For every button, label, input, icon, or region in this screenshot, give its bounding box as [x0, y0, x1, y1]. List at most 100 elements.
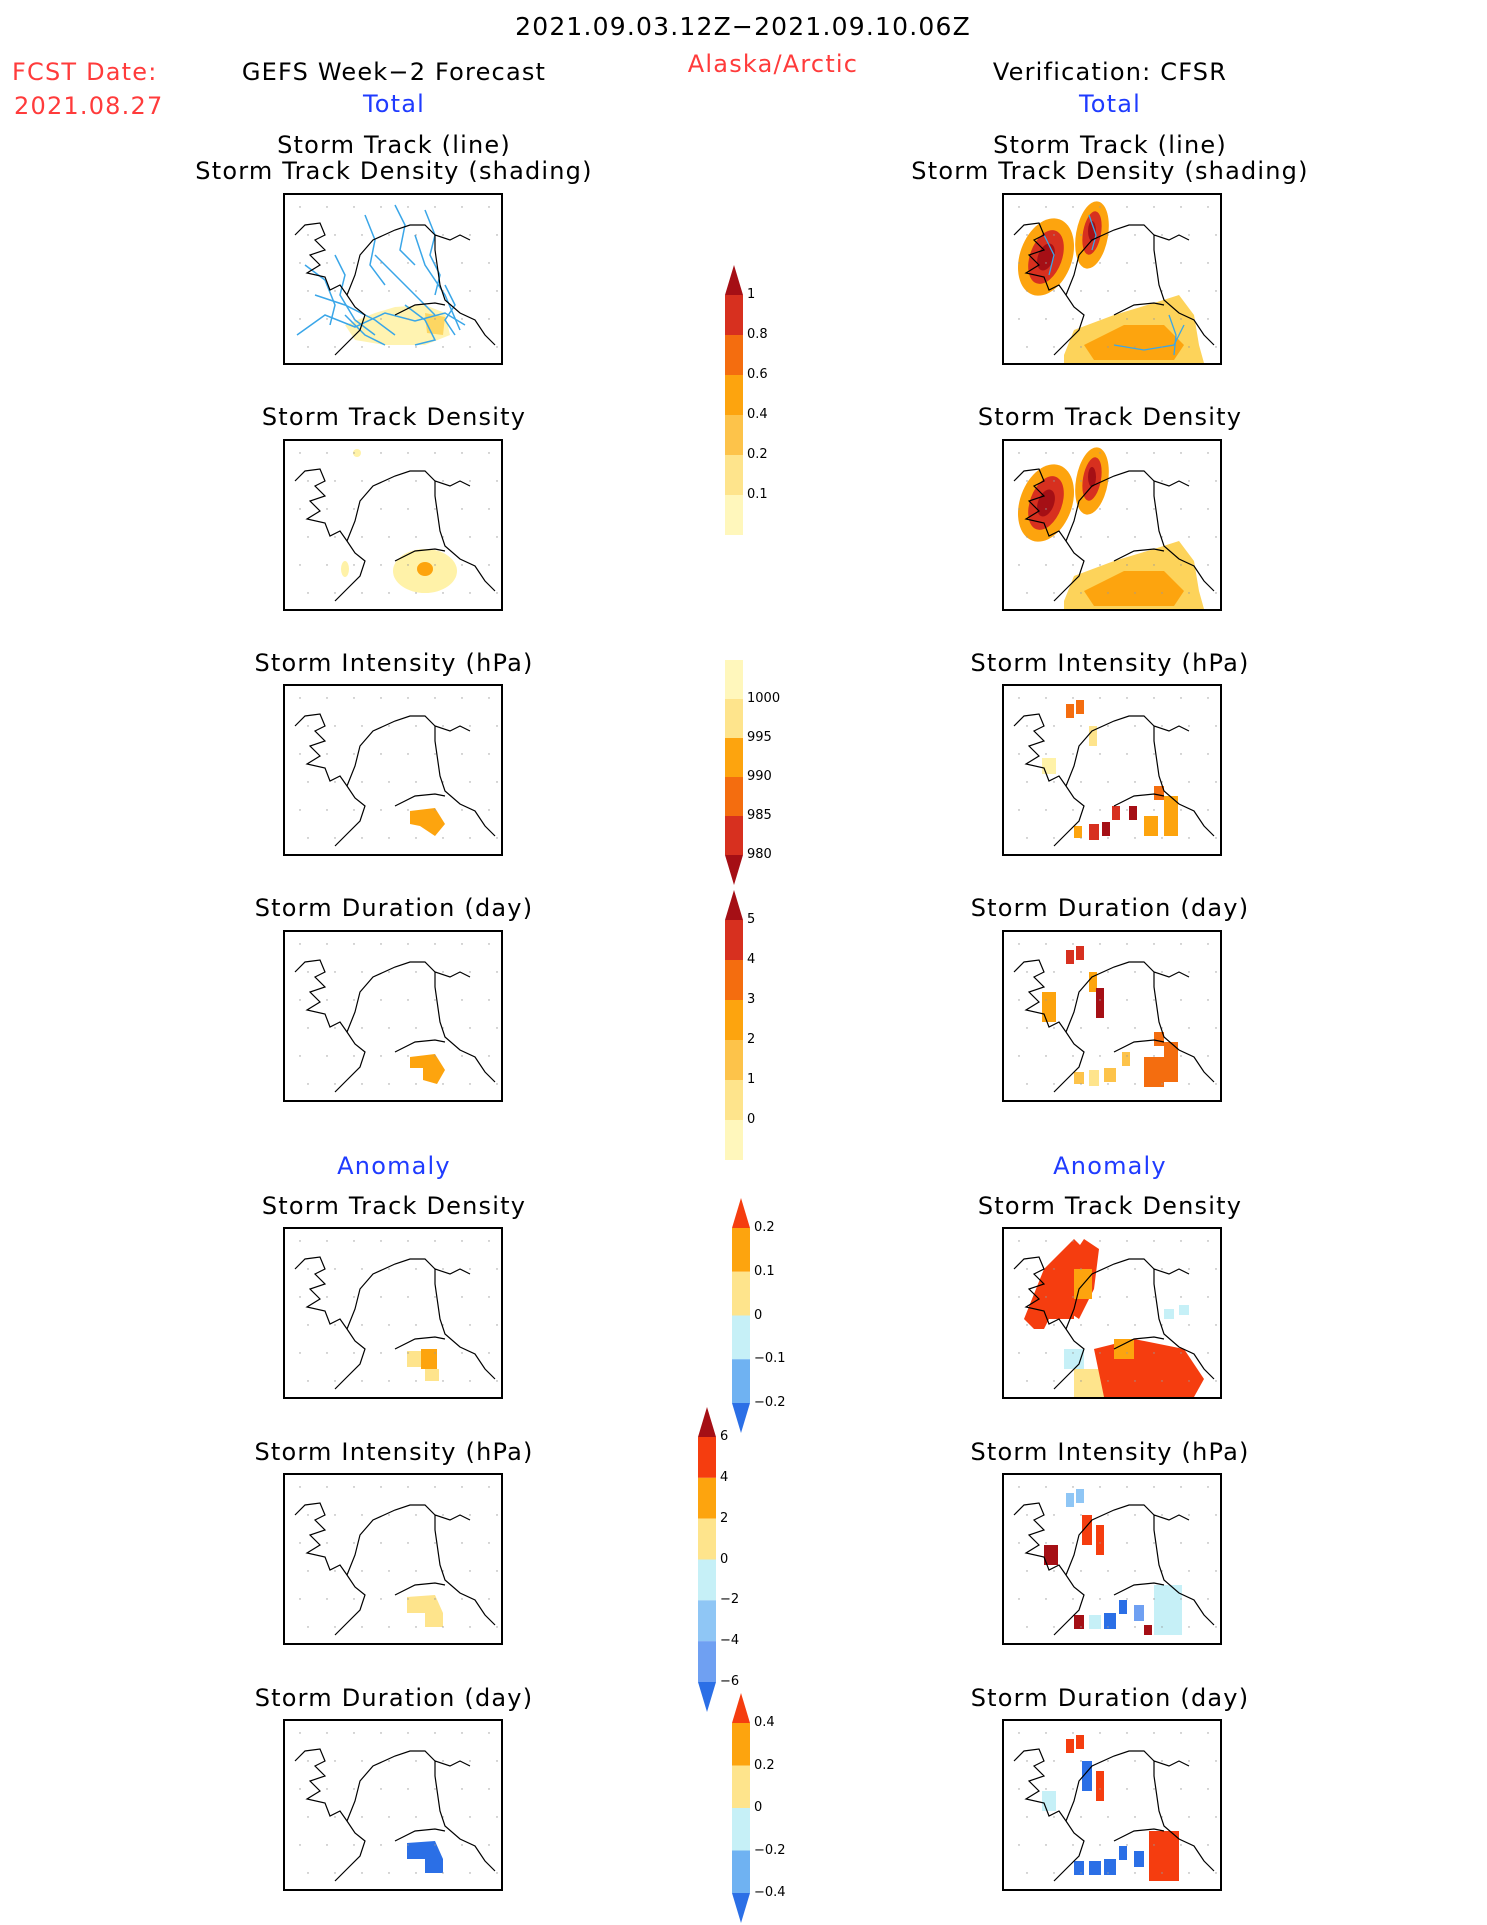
- map-anom-intensity-right: [1002, 1473, 1222, 1645]
- anom-duration-title-right: Storm Duration (day): [970, 1684, 1250, 1712]
- density_total-segment: [725, 415, 743, 455]
- density_anom-segment: [732, 1315, 750, 1360]
- map-anom-duration-left-svg: [294, 1732, 498, 1882]
- duration_total-svg: [725, 890, 743, 1160]
- intensity_anom-tip-top: [698, 1407, 716, 1437]
- density_total-tick-label: 0.1: [747, 487, 768, 502]
- date-range-title: 2021.09.03.12Z−2021.09.10.06Z: [515, 12, 971, 41]
- density_total-tick-label: 0.6: [747, 367, 768, 382]
- track-line-title-left: Storm Track (line): [277, 131, 511, 159]
- intensity_anom-segment: [698, 1600, 716, 1642]
- density_total-segment: [725, 295, 743, 335]
- duration_total-tick-label: 0: [747, 1112, 756, 1127]
- verification-title: Verification: CFSR: [992, 58, 1228, 86]
- map-density-right: [1002, 439, 1222, 611]
- duration_total-tick-label: 2: [747, 1032, 756, 1047]
- duration_total-segment: [725, 1040, 743, 1080]
- intensity_anom-tip-bottom: [698, 1682, 716, 1712]
- map-anom-density-right-svg: [1013, 1239, 1217, 1397]
- duration_anom-segment: [732, 1723, 750, 1766]
- colorbar-density-anom: 0.2 0.1 0 −0.1 −0.2: [732, 1198, 792, 1433]
- intensity_anom-tick-label: 4: [720, 1469, 729, 1485]
- duration_total-segment: [725, 920, 743, 960]
- intensity_total-tick-label: 985: [747, 808, 772, 823]
- density_anom-segment: [732, 1359, 750, 1403]
- map-duration-right-svg: [1013, 943, 1217, 1093]
- colorbar-intensity-total: 1000 995 990 985 980: [725, 650, 785, 885]
- fcst-date-value: 2021.08.27: [14, 92, 164, 120]
- density_total-segment: [725, 455, 743, 495]
- intensity-title-left: Storm Intensity (hPa): [254, 649, 534, 677]
- duration_anom-tick-label: −0.4: [754, 1885, 786, 1900]
- anom-intensity-title-left: Storm Intensity (hPa): [254, 1438, 534, 1466]
- region-title: Alaska/Arctic: [687, 50, 859, 78]
- duration_total-segment: [725, 1080, 743, 1120]
- duration_anom-segment: [732, 1765, 750, 1808]
- duration_total-segment: [725, 1000, 743, 1040]
- map-intensity-left: [283, 684, 503, 856]
- density_total-tip-top: [725, 265, 743, 295]
- intensity-title-right: Storm Intensity (hPa): [970, 649, 1250, 677]
- map-intensity-left-svg: [294, 697, 498, 847]
- intensity_anom-segment: [698, 1641, 716, 1682]
- duration_anom-tip-top: [732, 1693, 750, 1723]
- density_total-tick-label: 0.2: [747, 447, 768, 462]
- duration_anom-tick-label: 0.2: [754, 1757, 775, 1773]
- density_total-tick-label: 0.8: [747, 327, 768, 342]
- map-anom-duration-right-svg: [1013, 1732, 1217, 1882]
- map-density-left-svg: [294, 449, 498, 602]
- density_anom-tip-bottom: [732, 1403, 750, 1433]
- density_total-tick-label: 1: [747, 287, 756, 302]
- colorbar-density-total: 1 0.8 0.6 0.4 0.2 0.1: [725, 265, 785, 545]
- duration-title-left: Storm Duration (day): [254, 894, 534, 922]
- density_anom-tick-label: −0.2: [754, 1395, 786, 1410]
- duration_total-tick-label: 1: [747, 1072, 756, 1087]
- map-anom-density-left: [283, 1227, 503, 1399]
- intensity_anom-segment: [698, 1477, 716, 1519]
- duration_total-segment: [725, 960, 743, 1000]
- density_anom-segment: [732, 1271, 750, 1316]
- intensity_anom-svg: [698, 1407, 716, 1712]
- map-duration-left-svg: [294, 943, 498, 1093]
- anom-density-title-left: Storm Track Density: [261, 1192, 527, 1220]
- density_anom-segment: [732, 1228, 750, 1272]
- map-anom-density-right: [1002, 1227, 1222, 1399]
- map-anom-density-left-svg: [294, 1240, 498, 1390]
- map-track-left: [283, 193, 503, 365]
- colorbar-intensity-anom: 6 4 2 0 −2 −4 −6: [698, 1407, 758, 1712]
- track-shading-title-right: Storm Track Density (shading): [911, 157, 1309, 185]
- intensity_anom-tick-label: −4: [720, 1633, 740, 1649]
- map-track-right-svg: [1013, 201, 1217, 363]
- density_anom-tick-label: 0: [754, 1307, 763, 1323]
- duration_anom-tick-label: −0.2: [754, 1842, 786, 1858]
- intensity_total-tick-label: 1000: [747, 691, 781, 706]
- intensity_anom-tick-label: 2: [720, 1510, 729, 1526]
- density_anom-svg: [732, 1198, 750, 1433]
- duration_anom-svg: [732, 1693, 750, 1923]
- track-line-title-right: Storm Track (line): [993, 131, 1227, 159]
- intensity_total-segment: [725, 660, 743, 699]
- map-intensity-right-svg: [1013, 697, 1217, 847]
- map-duration-right: [1002, 930, 1222, 1102]
- density_total-segment: [725, 375, 743, 415]
- map-track-right: [1002, 193, 1222, 365]
- colorbar-duration-total: 5 4 3 2 1 0: [725, 890, 785, 1170]
- total-label-left: Total: [362, 90, 426, 118]
- map-track-left-svg: [294, 204, 498, 356]
- density_total-segment: [725, 495, 743, 535]
- density-title-left: Storm Track Density: [261, 403, 527, 431]
- intensity_total-tick-label: 995: [747, 730, 772, 745]
- intensity_total-tip-bottom: [725, 855, 743, 885]
- anomaly-label-right: Anomaly: [1053, 1152, 1167, 1180]
- intensity_anom-tick-label: 6: [720, 1429, 729, 1444]
- fcst-date-label: FCST Date:: [12, 58, 158, 86]
- total-label-right: Total: [1078, 90, 1142, 118]
- map-anom-intensity-right-svg: [1013, 1486, 1217, 1636]
- map-anom-intensity-left-svg: [294, 1486, 498, 1636]
- density_anom-tick-label: 0.2: [754, 1220, 775, 1235]
- map-density-right-svg: [1013, 447, 1217, 609]
- map-anom-intensity-left: [283, 1473, 503, 1645]
- colorbar-duration-anom: 0.4 0.2 0 −0.2 −0.4: [732, 1693, 792, 1923]
- density-title-right: Storm Track Density: [977, 403, 1243, 431]
- anom-duration-title-left: Storm Duration (day): [254, 1684, 534, 1712]
